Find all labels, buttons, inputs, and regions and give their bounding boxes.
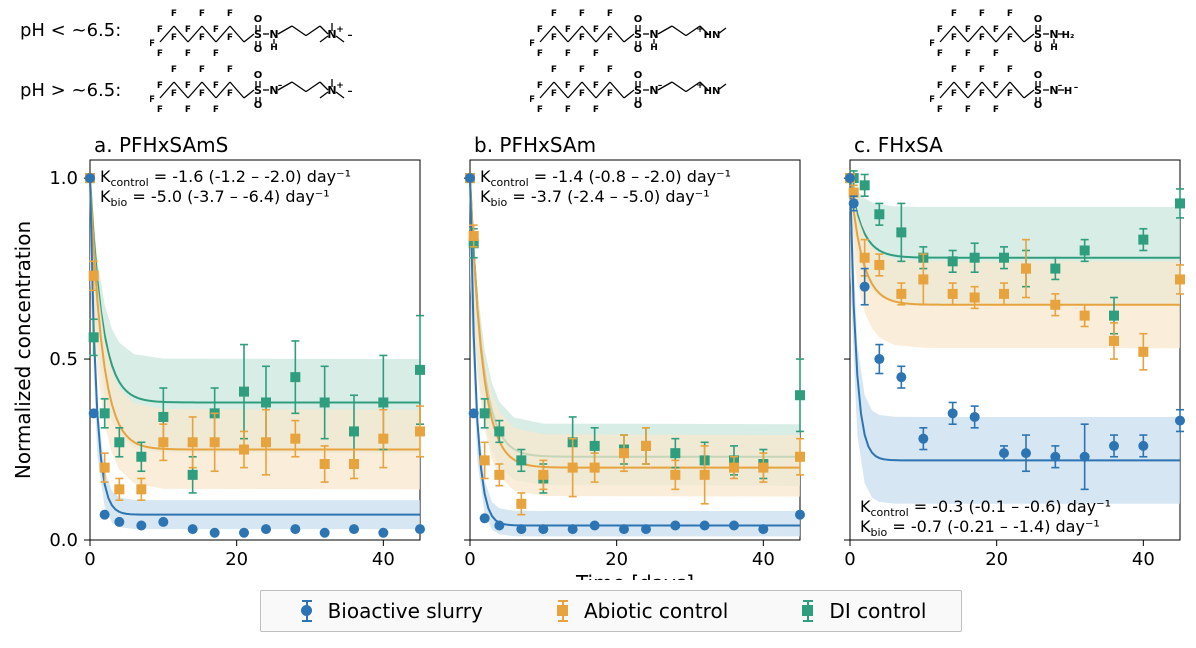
legend-label: DI control	[829, 599, 926, 623]
svg-text:Kcontrol = -1.6 (-1.2 – -2.0): Kcontrol = -1.6 (-1.2 – -2.0) day⁻¹	[100, 167, 351, 189]
svg-text:Normalized concentration: Normalized concentration	[11, 221, 35, 479]
svg-text:0.5: 0.5	[49, 349, 78, 370]
legend-item-bio: Bioactive slurry	[296, 599, 483, 623]
legend-label: Abiotic control	[584, 599, 728, 623]
legend: Bioactive slurry Abiotic control DI cont…	[260, 590, 962, 632]
svg-text:40: 40	[372, 549, 395, 570]
svg-text:Kbio = -0.7 (-0.21 – -1.4) day: Kbio = -0.7 (-0.21 – -1.4) day⁻¹	[860, 517, 1100, 539]
svg-text:1.0: 1.0	[49, 168, 78, 189]
svg-text:0: 0	[844, 549, 855, 570]
svg-text:Time [days]: Time [days]	[575, 571, 694, 580]
svg-text:40: 40	[1132, 549, 1155, 570]
legend-label: Bioactive slurry	[328, 599, 483, 623]
svg-text:c. FHxSA: c. FHxSA	[854, 133, 943, 157]
svg-text:20: 20	[225, 549, 248, 570]
svg-text:a. PFHxSAmS: a. PFHxSAmS	[94, 133, 228, 157]
svg-text:0: 0	[84, 549, 95, 570]
svg-text:40: 40	[752, 549, 775, 570]
svg-text:b. PFHxSAm: b. PFHxSAm	[474, 133, 596, 157]
legend-item-di: DI control	[797, 599, 926, 623]
svg-text:Kcontrol = -1.4 (-0.8 – -2.0): Kcontrol = -1.4 (-0.8 – -2.0) day⁻¹	[480, 167, 731, 189]
legend-item-abiotic: Abiotic control	[552, 599, 728, 623]
svg-text:20: 20	[985, 549, 1008, 570]
svg-text:0: 0	[464, 549, 475, 570]
plots-svg: Normalized concentration Time [days] 0 20 40…	[0, 0, 1196, 580]
svg-text:0.0: 0.0	[49, 530, 78, 551]
svg-text:Kbio = -3.7 (-2.4 – -5.0) day⁻: Kbio = -3.7 (-2.4 – -5.0) day⁻¹	[480, 187, 710, 209]
svg-text:Kbio = -5.0 (-3.7 – -6.4) day⁻: Kbio = -5.0 (-3.7 – -6.4) day⁻¹	[100, 187, 330, 209]
svg-text:20: 20	[605, 549, 628, 570]
